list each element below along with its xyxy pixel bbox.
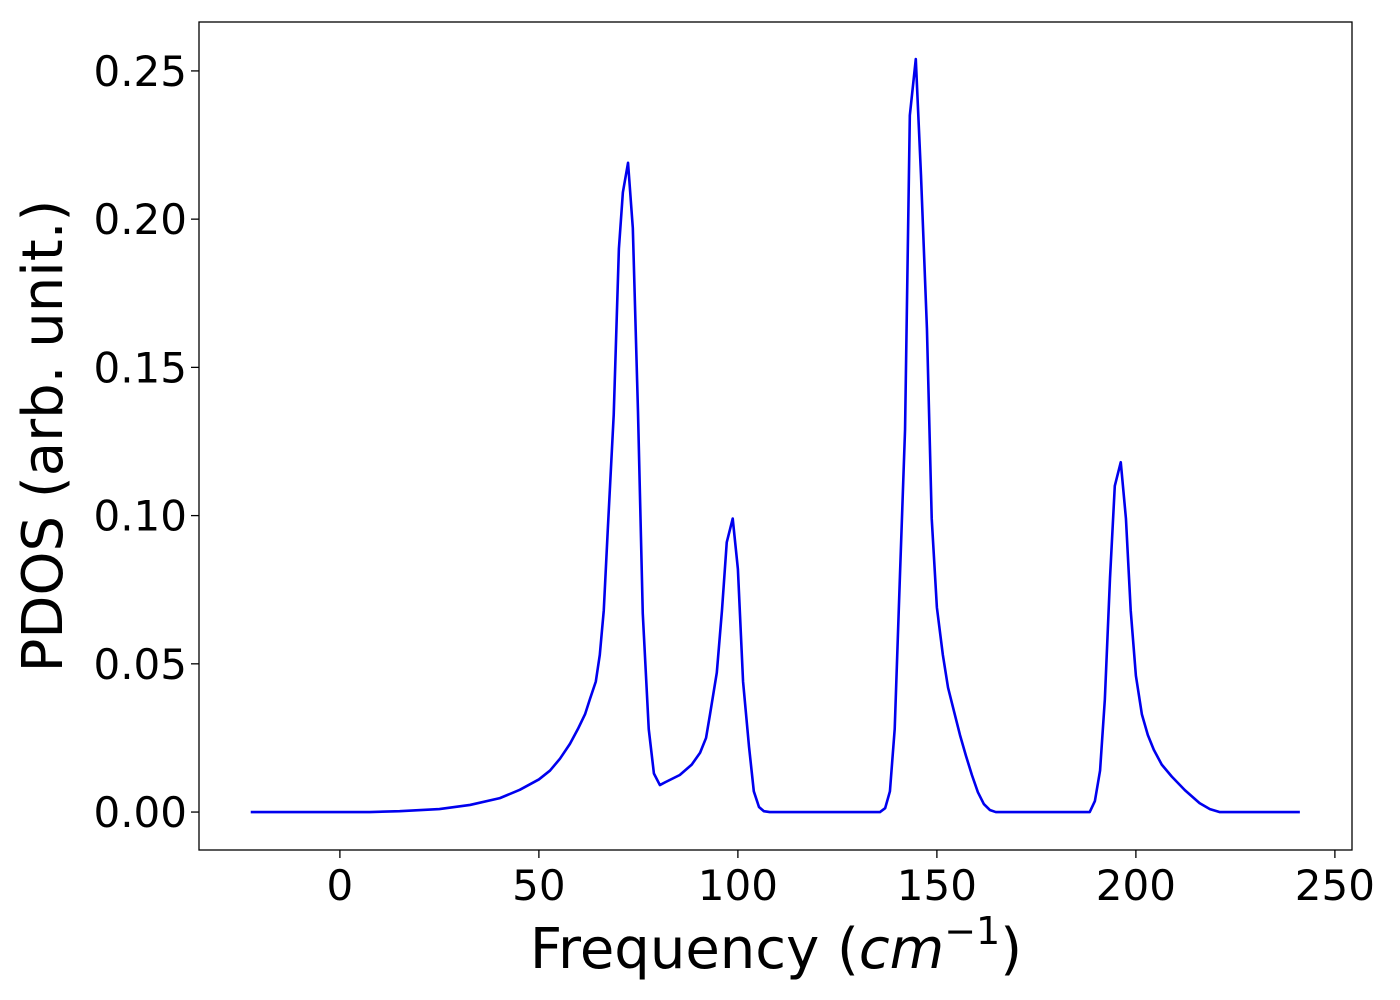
x-label-close: ) bbox=[1000, 917, 1022, 982]
y-tick-label: 0.05 bbox=[93, 640, 187, 689]
data-line bbox=[250, 57, 1300, 814]
x-label-exponent: −1 bbox=[944, 909, 1000, 953]
x-tick-label: 50 bbox=[512, 861, 565, 910]
x-tick-label: 200 bbox=[1096, 861, 1176, 910]
x-label-text: Frequency ( bbox=[530, 917, 859, 982]
x-tick-label: 100 bbox=[698, 861, 778, 910]
y-tick-label: 0.20 bbox=[93, 195, 187, 244]
x-tick-label: 250 bbox=[1295, 861, 1375, 910]
x-label-unit: cm bbox=[859, 917, 944, 982]
y-tick-label: 0.10 bbox=[93, 492, 187, 541]
y-tick-label: 0.25 bbox=[93, 47, 187, 96]
plot-frame bbox=[198, 21, 1353, 851]
y-tick-label: 0.00 bbox=[93, 788, 187, 837]
y-tick-label: 0.15 bbox=[93, 343, 187, 392]
x-tick-label: 150 bbox=[897, 861, 977, 910]
y-axis-label: PDOS (arb. unit.) bbox=[11, 200, 76, 673]
x-tick-label: 0 bbox=[327, 861, 354, 910]
x-axis-label: Frequency (cm−1) bbox=[530, 909, 1022, 982]
